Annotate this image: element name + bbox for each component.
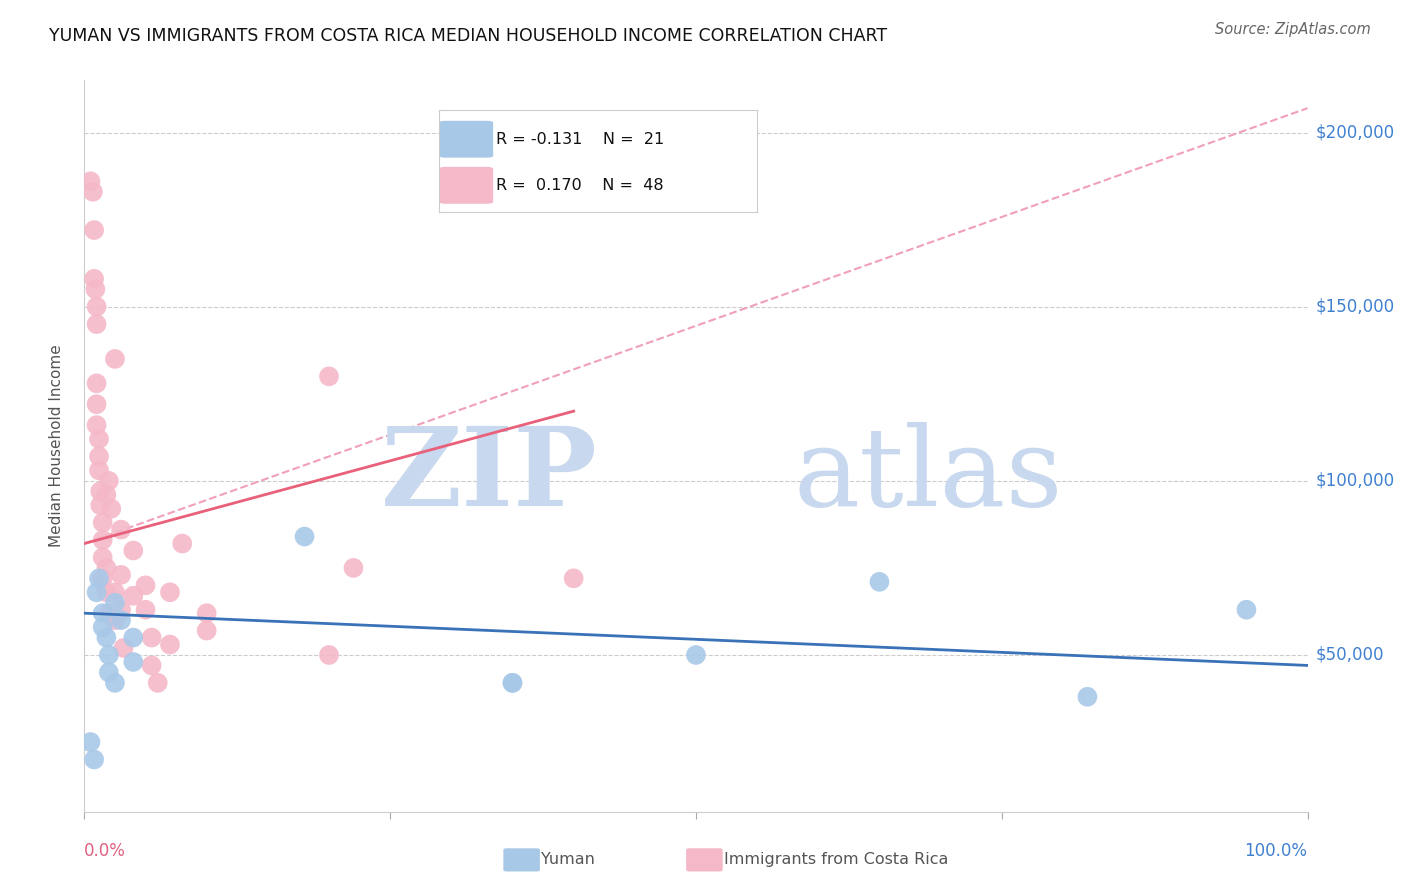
Text: $100,000: $100,000 xyxy=(1316,472,1395,490)
Point xyxy=(91,533,114,547)
Point xyxy=(135,603,157,617)
Point xyxy=(195,624,218,638)
Point xyxy=(110,567,132,582)
Point xyxy=(685,648,707,662)
Point xyxy=(83,752,105,766)
Point xyxy=(172,536,194,550)
Point xyxy=(342,561,364,575)
Point xyxy=(96,585,118,599)
Point xyxy=(83,272,105,286)
Point xyxy=(86,376,108,391)
Point xyxy=(501,676,523,690)
Point xyxy=(97,474,120,488)
Point xyxy=(87,450,110,464)
Point xyxy=(86,397,108,411)
Point xyxy=(135,578,157,592)
Point xyxy=(1234,603,1257,617)
Point xyxy=(79,735,101,749)
Point xyxy=(91,606,114,620)
Point xyxy=(501,676,523,690)
Point xyxy=(122,655,145,669)
Point xyxy=(87,571,110,585)
Point xyxy=(97,648,120,662)
Point xyxy=(122,589,145,603)
Point xyxy=(112,640,135,655)
Point xyxy=(82,185,104,199)
Point xyxy=(91,620,114,634)
Point xyxy=(104,676,127,690)
Point xyxy=(86,418,108,433)
Point xyxy=(84,282,107,296)
Point xyxy=(96,561,118,575)
Point xyxy=(141,658,163,673)
Point xyxy=(318,369,340,384)
Text: Source: ZipAtlas.com: Source: ZipAtlas.com xyxy=(1215,22,1371,37)
Point xyxy=(91,516,114,530)
Text: YUMAN VS IMMIGRANTS FROM COSTA RICA MEDIAN HOUSEHOLD INCOME CORRELATION CHART: YUMAN VS IMMIGRANTS FROM COSTA RICA MEDI… xyxy=(49,27,887,45)
Point xyxy=(195,606,218,620)
Point xyxy=(86,317,108,331)
Point xyxy=(89,484,111,499)
Point xyxy=(96,631,118,645)
Point xyxy=(89,498,111,512)
Point xyxy=(869,574,891,589)
Point xyxy=(146,676,169,690)
Text: Immigrants from Costa Rica: Immigrants from Costa Rica xyxy=(724,853,949,867)
Point xyxy=(1076,690,1098,704)
Point xyxy=(110,603,132,617)
Text: $200,000: $200,000 xyxy=(1316,123,1395,142)
Point xyxy=(91,571,114,585)
Point xyxy=(141,631,163,645)
Point xyxy=(110,523,132,537)
Point xyxy=(97,665,120,680)
Point xyxy=(122,543,145,558)
Text: $50,000: $50,000 xyxy=(1316,646,1385,664)
Text: $150,000: $150,000 xyxy=(1316,298,1395,316)
Point xyxy=(91,550,114,565)
Point xyxy=(86,585,108,599)
Point xyxy=(104,613,127,627)
Point xyxy=(97,606,120,620)
Point xyxy=(87,463,110,477)
Point xyxy=(318,648,340,662)
Point xyxy=(110,613,132,627)
Point xyxy=(294,530,316,544)
Text: 100.0%: 100.0% xyxy=(1244,842,1308,860)
Point xyxy=(159,638,181,652)
Point xyxy=(83,223,105,237)
Text: ZIP: ZIP xyxy=(381,422,598,529)
Y-axis label: Median Household Income: Median Household Income xyxy=(49,344,63,548)
Point xyxy=(159,585,181,599)
Point xyxy=(86,300,108,314)
Point xyxy=(104,351,127,366)
Point xyxy=(122,631,145,645)
Point xyxy=(79,174,101,188)
Point xyxy=(100,501,122,516)
Point xyxy=(96,488,118,502)
Text: 0.0%: 0.0% xyxy=(84,842,127,860)
Text: atlas: atlas xyxy=(794,422,1063,529)
Point xyxy=(562,571,585,585)
Point xyxy=(104,596,127,610)
Point xyxy=(104,585,127,599)
Point xyxy=(87,432,110,446)
Text: Yuman: Yuman xyxy=(541,853,595,867)
